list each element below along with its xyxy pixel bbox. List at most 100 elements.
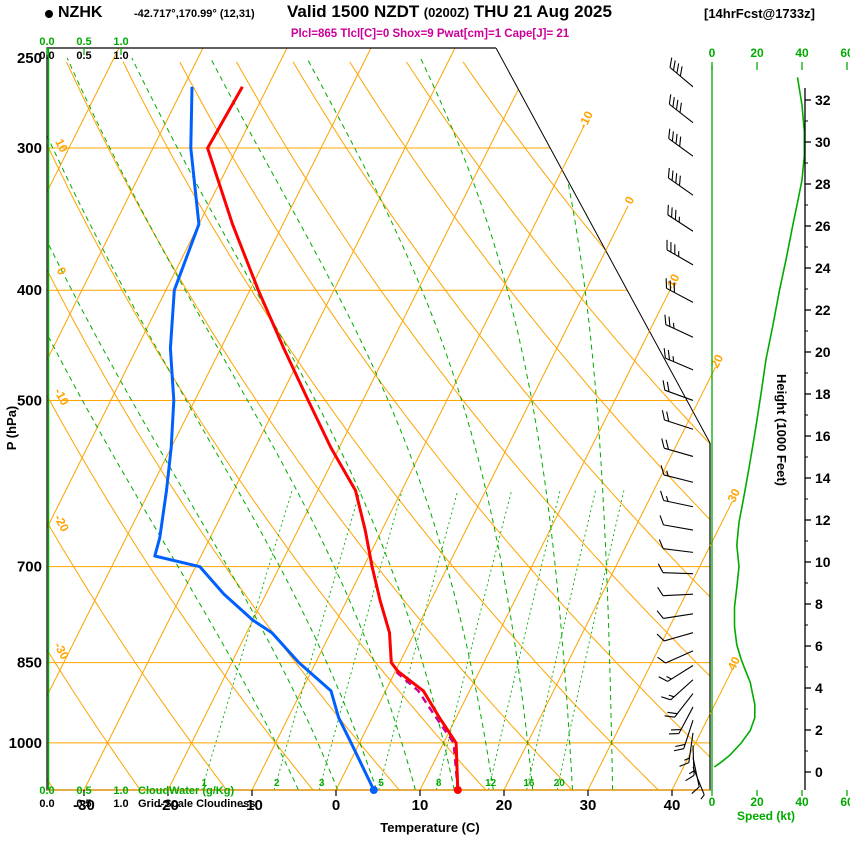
isotherm-labels bbox=[561, 125, 733, 715]
station-id: NZHK bbox=[58, 4, 103, 21]
svg-text:20: 20 bbox=[815, 344, 831, 360]
wind-barb bbox=[662, 380, 694, 401]
parcel-curve bbox=[394, 670, 459, 791]
svg-text:20: 20 bbox=[554, 778, 566, 789]
wind-barb bbox=[660, 465, 694, 483]
wind-barb bbox=[668, 706, 694, 735]
svg-text:1: 1 bbox=[202, 778, 208, 789]
wind-barb bbox=[679, 732, 694, 767]
svg-text:850: 850 bbox=[17, 655, 42, 672]
wind-barb bbox=[661, 679, 694, 701]
wind-barb bbox=[667, 167, 694, 196]
wind-barb bbox=[692, 766, 705, 800]
svg-text:0.5: 0.5 bbox=[76, 50, 91, 62]
wind-barb bbox=[668, 94, 694, 124]
svg-text:1.0: 1.0 bbox=[113, 798, 128, 810]
svg-text:16: 16 bbox=[815, 428, 831, 444]
wind-barb bbox=[656, 632, 694, 642]
svg-text:1.0: 1.0 bbox=[113, 50, 128, 62]
svg-text:28: 28 bbox=[815, 176, 831, 192]
svg-text:60: 60 bbox=[840, 795, 850, 809]
svg-text:20: 20 bbox=[496, 797, 513, 814]
wind-barb bbox=[663, 348, 694, 371]
valid-main: Valid 1500 NZDT bbox=[287, 2, 420, 21]
svg-text:3: 3 bbox=[319, 778, 325, 789]
svg-text:8: 8 bbox=[815, 596, 823, 612]
svg-text:22: 22 bbox=[815, 302, 831, 318]
svg-text:-10: -10 bbox=[241, 797, 263, 814]
wind-barb bbox=[659, 515, 694, 531]
svg-text:-30: -30 bbox=[73, 797, 95, 814]
svg-text:10: 10 bbox=[52, 136, 71, 155]
svg-text:30: 30 bbox=[580, 797, 597, 814]
svg-text:0.5: 0.5 bbox=[76, 798, 91, 810]
svg-text:250: 250 bbox=[17, 50, 42, 67]
svg-text:-10: -10 bbox=[51, 386, 72, 408]
svg-text:30: 30 bbox=[725, 486, 744, 505]
wind-speed-curve bbox=[713, 77, 806, 768]
dewpoint-curve bbox=[153, 86, 376, 791]
svg-text:20: 20 bbox=[750, 46, 764, 60]
svg-text:24: 24 bbox=[815, 260, 831, 276]
station-bullet-icon bbox=[45, 10, 53, 18]
svg-text:400: 400 bbox=[17, 282, 42, 299]
svg-text:12: 12 bbox=[815, 512, 831, 528]
svg-text:-10: -10 bbox=[576, 108, 596, 130]
svg-text:18: 18 bbox=[815, 386, 831, 402]
station-coords: -42.717°,170.99° (12,31) bbox=[134, 8, 255, 20]
valid-title: Valid 1500 NZDT (0200Z) THU 21 Aug 2025 bbox=[287, 2, 612, 22]
wind-barb bbox=[665, 278, 694, 303]
temperature-axis: -30 -20 -10 0 10 20 30 40 Temperature (C) bbox=[73, 790, 680, 835]
svg-text:0.0: 0.0 bbox=[39, 798, 54, 810]
orange-grid bbox=[47, 48, 710, 790]
svg-text:26: 26 bbox=[815, 218, 831, 234]
svg-text:Grid-Scale Cloudiness: Grid-Scale Cloudiness bbox=[138, 798, 255, 810]
wind-barb bbox=[673, 719, 694, 752]
svg-text:40: 40 bbox=[664, 797, 681, 814]
svg-text:0: 0 bbox=[622, 194, 638, 207]
forecast-tag: [14hrFcst@1733z] bbox=[704, 6, 815, 21]
svg-text:Speed (kt): Speed (kt) bbox=[737, 809, 795, 823]
wind-barb bbox=[657, 563, 694, 575]
svg-text:2: 2 bbox=[274, 778, 280, 789]
wind-barb bbox=[669, 57, 694, 88]
wind-barb bbox=[691, 757, 700, 794]
svg-text:20: 20 bbox=[750, 795, 764, 809]
cloud-scale: 0.00.00.00.00.50.50.50.51.01.01.01.0Clou… bbox=[39, 36, 255, 810]
svg-text:300: 300 bbox=[17, 140, 42, 157]
svg-text:Height (1000 Feet): Height (1000 Feet) bbox=[774, 374, 789, 486]
svg-text:0.0: 0.0 bbox=[39, 785, 54, 797]
svg-text:-30: -30 bbox=[51, 640, 72, 662]
svg-text:20: 20 bbox=[708, 352, 727, 371]
svg-text:500: 500 bbox=[17, 392, 42, 409]
svg-text:32: 32 bbox=[815, 92, 831, 108]
svg-text:0.0: 0.0 bbox=[39, 50, 54, 62]
svg-text:40: 40 bbox=[725, 654, 744, 673]
svg-text:0: 0 bbox=[54, 265, 70, 278]
svg-text:0: 0 bbox=[709, 46, 716, 60]
svg-text:1000: 1000 bbox=[9, 735, 42, 752]
wind-barb bbox=[656, 610, 694, 620]
svg-text:-20: -20 bbox=[51, 512, 72, 534]
pressure-axis: 250 300 400 500 700 850 1000 P (hPa) bbox=[4, 50, 42, 752]
wind-barb bbox=[664, 693, 694, 718]
svg-text:0.0: 0.0 bbox=[39, 36, 54, 48]
svg-text:16: 16 bbox=[523, 778, 535, 789]
svg-text:60: 60 bbox=[840, 46, 850, 60]
svg-text:0: 0 bbox=[815, 764, 823, 780]
parcel-params: Plcl=865 Tlcl[C]=0 Shox=9 Pwat[cm]=1 Cap… bbox=[290, 28, 570, 40]
svg-text:6: 6 bbox=[815, 638, 823, 654]
svg-text:1.0: 1.0 bbox=[113, 785, 128, 797]
surface-dewpoint-dot bbox=[369, 786, 378, 794]
valid-date: THU 21 Aug 2025 bbox=[473, 2, 612, 21]
svg-text:Temperature (C): Temperature (C) bbox=[380, 820, 479, 835]
wind-barb bbox=[667, 204, 694, 232]
svg-text:14: 14 bbox=[815, 470, 831, 486]
plot-frame bbox=[46, 47, 711, 791]
speed-axis: 0 20 40 60 0 20 40 60 Speed (kt) bbox=[709, 46, 850, 823]
svg-text:40: 40 bbox=[795, 795, 809, 809]
wind-barb bbox=[661, 410, 694, 430]
